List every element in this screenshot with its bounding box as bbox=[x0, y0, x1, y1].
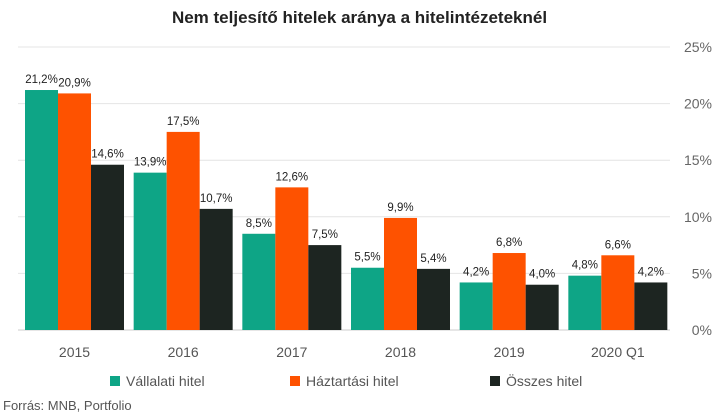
bar bbox=[58, 93, 91, 330]
data-label: 10,7% bbox=[200, 193, 233, 205]
bar bbox=[601, 255, 635, 330]
data-label: 5,4% bbox=[420, 253, 446, 265]
data-label: 6,8% bbox=[496, 237, 522, 249]
y-tick-label: 20% bbox=[684, 96, 712, 112]
y-tick-label: 25% bbox=[684, 39, 712, 55]
data-label: 4,2% bbox=[463, 266, 489, 278]
data-label: 12,6% bbox=[276, 171, 309, 183]
bar bbox=[417, 268, 450, 330]
y-tick-label: 0% bbox=[692, 322, 712, 338]
data-label: 20,9% bbox=[58, 77, 91, 89]
bar bbox=[242, 233, 276, 330]
legend-swatch-haztartasi bbox=[290, 376, 300, 386]
bar bbox=[275, 187, 309, 330]
bar bbox=[525, 284, 559, 330]
data-label: 6,6% bbox=[605, 239, 631, 251]
bar bbox=[91, 164, 124, 330]
legend-label-osszes: Összes hitel bbox=[506, 373, 583, 389]
y-tick-label: 10% bbox=[684, 209, 712, 225]
data-label: 5,5% bbox=[354, 252, 380, 264]
data-label: 7,5% bbox=[312, 229, 338, 241]
bar bbox=[634, 282, 668, 330]
legend-swatch-vallalati bbox=[110, 376, 120, 386]
data-label: 4,0% bbox=[529, 269, 555, 281]
bar bbox=[568, 275, 602, 330]
bar bbox=[25, 90, 58, 331]
x-tick-label: 2018 bbox=[385, 344, 416, 360]
data-label: 13,9% bbox=[134, 157, 167, 169]
data-label: 17,5% bbox=[167, 116, 200, 128]
bar bbox=[133, 172, 167, 330]
data-label: 14,6% bbox=[91, 149, 124, 161]
x-tick-label: 2015 bbox=[59, 344, 90, 360]
legend-item-haztartasi: Háztartási hitel bbox=[290, 373, 399, 389]
legend-item-osszes: Összes hitel bbox=[490, 373, 582, 389]
legend-label-haztartasi: Háztartási hitel bbox=[306, 373, 399, 389]
legend-item-vallalati: Vállalati hitel bbox=[110, 373, 205, 389]
bar bbox=[308, 245, 342, 330]
data-label: 4,8% bbox=[572, 260, 598, 272]
x-tick-label: 2017 bbox=[276, 344, 307, 360]
bar bbox=[166, 131, 200, 330]
legend: Vállalati hitel Háztartási hitel Összes … bbox=[0, 373, 719, 393]
x-tick-label: 2020 Q1 bbox=[591, 344, 645, 360]
y-tick-label: 15% bbox=[684, 152, 712, 168]
data-label: 4,2% bbox=[638, 266, 664, 278]
x-tick-label: 2016 bbox=[168, 344, 199, 360]
bar bbox=[199, 208, 233, 330]
bar bbox=[459, 282, 493, 330]
y-tick-label: 5% bbox=[692, 265, 712, 281]
x-tick-label: 2019 bbox=[494, 344, 525, 360]
data-label: 8,5% bbox=[246, 218, 272, 230]
legend-label-vallalati: Vállalati hitel bbox=[126, 373, 205, 389]
bar bbox=[492, 253, 526, 330]
bar bbox=[384, 217, 417, 330]
chart-title: Nem teljesítő hitelek aránya a hitelinté… bbox=[171, 8, 548, 27]
data-label: 9,9% bbox=[387, 202, 413, 214]
data-label: 21,2% bbox=[25, 74, 58, 86]
source-note: Forrás: MNB, Portfolio bbox=[3, 398, 132, 413]
bar bbox=[351, 267, 384, 330]
legend-swatch-osszes bbox=[490, 376, 500, 386]
